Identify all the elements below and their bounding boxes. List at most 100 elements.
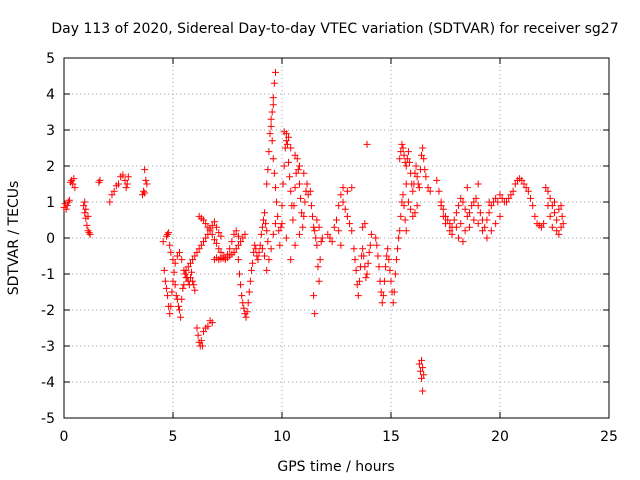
data-point: [398, 198, 406, 206]
data-point: [271, 184, 279, 192]
data-point: [459, 238, 467, 246]
data-point: [413, 173, 421, 181]
data-point: [81, 198, 89, 206]
data-point: [169, 277, 177, 285]
data-point: [232, 227, 240, 235]
data-point: [496, 212, 504, 220]
data-point: [188, 268, 196, 276]
data-point: [228, 238, 236, 246]
data-point: [230, 230, 238, 238]
x-tick-label: 25: [600, 429, 618, 445]
y-tick-label: 5: [46, 51, 55, 67]
data-point: [442, 220, 449, 228]
data-point: [267, 122, 275, 130]
data-point: [377, 288, 385, 296]
data-point: [421, 166, 429, 174]
data-point: [385, 256, 393, 264]
data-point: [360, 252, 368, 260]
data-point: [182, 274, 190, 282]
data-point: [167, 302, 175, 310]
data-point: [548, 223, 556, 231]
data-point: [200, 216, 208, 224]
data-point: [492, 220, 500, 228]
data-point: [418, 356, 426, 364]
data-point: [291, 184, 299, 192]
data-point: [306, 187, 314, 195]
data-point: [415, 184, 423, 192]
data-point: [81, 209, 89, 217]
data-point: [487, 202, 495, 210]
data-point: [84, 212, 92, 220]
data-point: [339, 198, 347, 206]
data-point: [379, 292, 387, 300]
data-point: [418, 374, 426, 382]
data-point: [424, 184, 432, 192]
data-point: [290, 202, 298, 210]
data-point: [418, 151, 426, 159]
data-point: [123, 180, 131, 188]
data-point: [402, 227, 410, 235]
data-point: [397, 212, 405, 220]
data-point: [256, 241, 264, 249]
data-point: [461, 205, 469, 213]
data-point: [168, 288, 176, 296]
data-point: [69, 180, 77, 188]
data-point: [465, 209, 473, 217]
data-point: [171, 281, 179, 289]
data-point: [294, 166, 302, 174]
data-point: [189, 277, 197, 285]
data-point: [409, 187, 417, 195]
data-point: [269, 155, 277, 163]
data-point: [169, 256, 177, 264]
data-point: [258, 223, 266, 231]
data-point: [483, 216, 491, 224]
data-point: [238, 292, 246, 300]
data-point: [363, 140, 371, 148]
data-point: [255, 248, 263, 256]
data-point: [324, 230, 332, 238]
data-point: [115, 180, 122, 188]
data-point: [465, 223, 473, 231]
data-point: [507, 191, 515, 199]
data-point: [396, 155, 404, 163]
x-tick-label: 0: [60, 429, 69, 445]
data-point: [399, 191, 407, 199]
data-point: [448, 230, 456, 238]
data-point: [177, 313, 185, 321]
data-point: [362, 274, 370, 282]
data-point: [285, 158, 293, 166]
data-point: [411, 209, 419, 217]
data-point: [208, 221, 216, 229]
data-point: [544, 187, 552, 195]
data-point: [96, 176, 104, 184]
data-point: [378, 299, 386, 307]
data-point: [420, 155, 428, 163]
data-point: [352, 266, 360, 274]
data-point: [191, 252, 199, 260]
data-point: [277, 223, 285, 231]
data-point: [271, 68, 279, 76]
data-point: [240, 304, 248, 312]
data-point: [307, 202, 315, 210]
data-point: [270, 79, 278, 87]
data-point: [252, 245, 260, 253]
data-point: [208, 230, 216, 238]
data-point: [359, 245, 367, 253]
data-point: [278, 202, 286, 210]
y-axis-label: SDTVAR / TECUs: [6, 181, 22, 296]
data-point: [265, 148, 273, 156]
data-point: [208, 319, 216, 327]
data-point: [309, 212, 317, 220]
data-point: [110, 187, 118, 195]
data-point: [553, 216, 561, 224]
data-point: [511, 180, 519, 188]
data-point: [476, 209, 484, 217]
data-point: [503, 198, 511, 206]
data-point: [461, 227, 469, 235]
data-point: [121, 176, 129, 184]
data-point: [557, 223, 565, 231]
data-point: [166, 310, 174, 318]
data-point: [83, 221, 91, 229]
data-point: [162, 232, 170, 240]
data-point: [261, 209, 269, 217]
